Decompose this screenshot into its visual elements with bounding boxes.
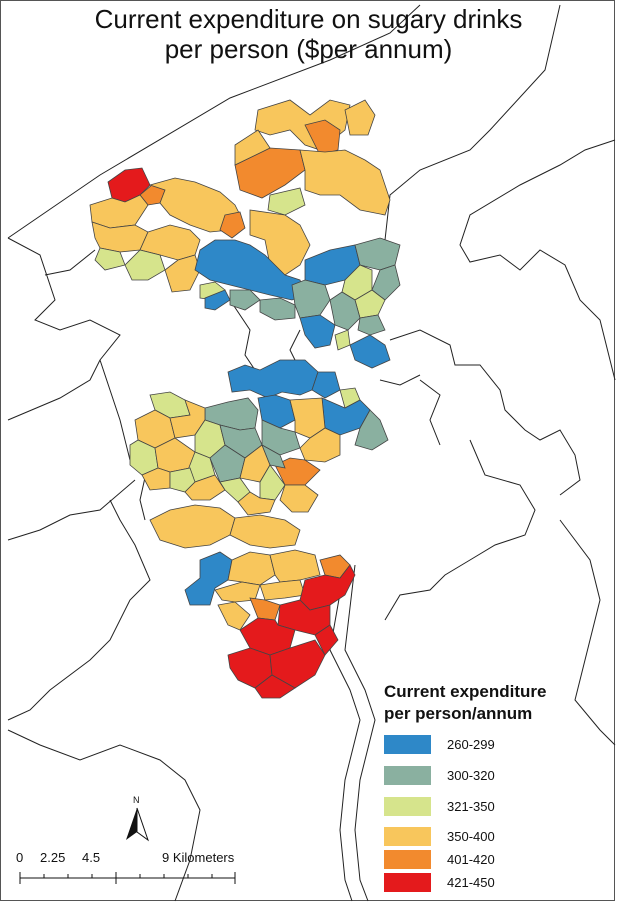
legend-item: 321-350: [384, 796, 495, 817]
region: [259, 297, 296, 321]
region: [249, 209, 311, 276]
legend-item: 260-299: [384, 734, 495, 755]
region: [124, 249, 166, 281]
boundary-line-west-inner: [99, 359, 131, 461]
legend-swatch: [384, 850, 431, 869]
region: [371, 264, 401, 301]
region: [149, 504, 236, 549]
region: [164, 254, 201, 293]
map-title-line-1: Current expenditure on sugary drinks: [94, 4, 523, 34]
region: [254, 674, 296, 699]
region: [259, 464, 286, 501]
river-west-bank: [329, 564, 361, 902]
boundary-lines: [7, 4, 616, 902]
region: [219, 211, 246, 239]
boundary-line-southwest: [7, 729, 201, 902]
boundary-line-west: [7, 237, 121, 421]
region: [357, 314, 386, 336]
region: [234, 129, 271, 166]
river-east-bank: [344, 564, 376, 902]
region: [299, 427, 341, 463]
boundary-line-west-mid: [7, 479, 136, 541]
region: [279, 484, 319, 513]
region: [311, 371, 341, 399]
legend-item: 421-450: [384, 872, 495, 893]
region: [249, 597, 281, 621]
region: [204, 289, 231, 311]
legend-swatch: [384, 797, 431, 816]
legend-label: 350-400: [447, 829, 495, 844]
legend-swatch: [384, 735, 431, 754]
region: [184, 551, 233, 606]
legend-label: 300-320: [447, 768, 495, 783]
boundary-line-nw: [7, 4, 421, 239]
legend-title-line-2: per person/annum: [384, 704, 533, 723]
legend-label: 401-420: [447, 852, 495, 867]
region: [334, 329, 351, 351]
legend-swatch: [384, 873, 431, 892]
map-title-line-2: per person ($per annum): [164, 34, 453, 64]
region: [229, 514, 301, 549]
region: [94, 247, 126, 271]
scale-label: 2.25: [40, 850, 66, 865]
region: [267, 187, 306, 216]
region: [89, 194, 149, 229]
region: [217, 601, 251, 631]
region: [344, 99, 376, 136]
legend-item: 401-420: [384, 849, 495, 870]
legend-title-line-1: Current expenditure: [384, 682, 547, 701]
region: [237, 491, 276, 516]
region: [91, 221, 149, 253]
legend-label: 260-299: [447, 737, 495, 752]
region-group: [89, 99, 401, 699]
boundary-line-gap-1: [229, 299, 256, 371]
region: [227, 359, 319, 399]
boundary-line-gap-3: [379, 374, 421, 386]
region: [261, 444, 286, 469]
region: [354, 409, 389, 451]
boundary-line-east-inner: [419, 379, 441, 446]
legend-item: 350-400: [384, 826, 495, 847]
boundary-line-far-east: [559, 519, 616, 746]
region: [299, 149, 391, 216]
region: [169, 399, 206, 439]
region: [269, 549, 321, 583]
north-arrow-icon: [126, 807, 149, 842]
boundary-line-west-lower: [7, 499, 151, 721]
scale-label: 0: [16, 850, 24, 865]
legend-label: 321-350: [447, 799, 495, 814]
region: [234, 147, 306, 199]
region: [229, 289, 261, 311]
boundary-line-east-mid: [389, 329, 581, 496]
region: [304, 119, 341, 156]
boundary-line-west-top: [44, 249, 96, 276]
scale-label: 4.5: [82, 850, 101, 865]
boundary-line-east: [459, 139, 616, 381]
north-label: N: [133, 795, 140, 805]
boundary-line-northeast: [384, 4, 561, 241]
legend-label: 421-450: [447, 875, 495, 890]
region: [227, 551, 276, 586]
region: [291, 279, 331, 319]
scale-bar: [19, 872, 236, 884]
legend-swatch: [384, 766, 431, 785]
region: [259, 579, 306, 601]
region: [349, 334, 391, 369]
scale-label: 9 Kilometers: [162, 850, 235, 865]
legend-item: 300-320: [384, 765, 495, 786]
region: [299, 314, 336, 349]
boundary-line-southeast: [384, 439, 536, 621]
region: [314, 624, 339, 656]
legend-swatch: [384, 827, 431, 846]
